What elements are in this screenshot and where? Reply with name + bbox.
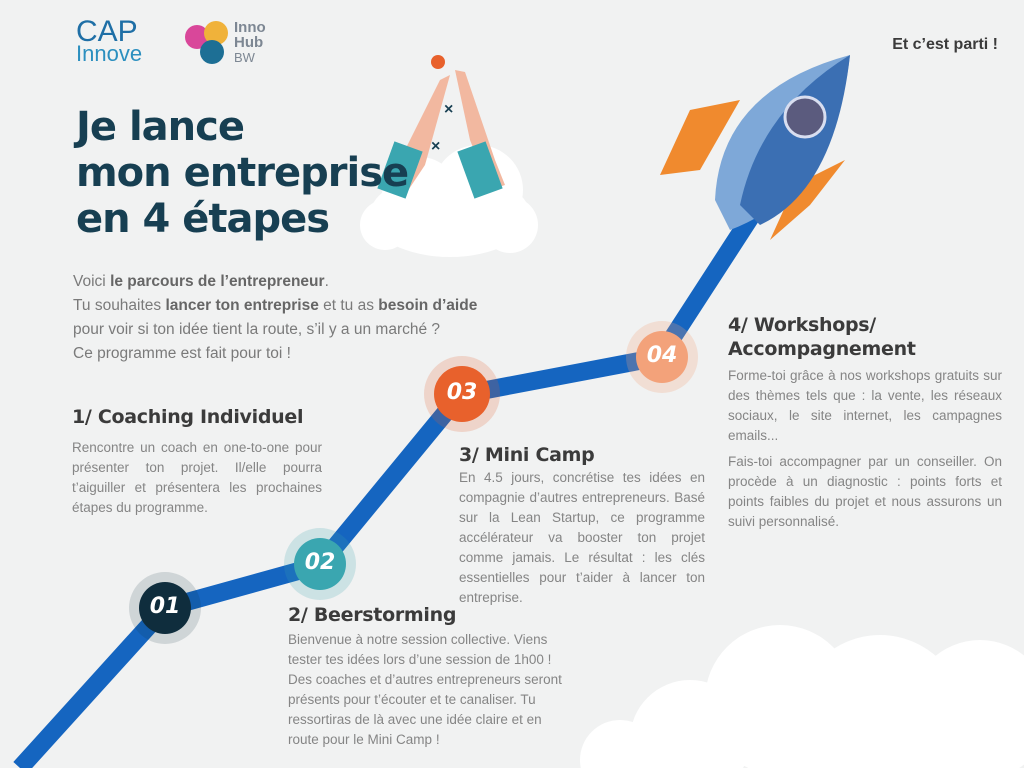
step-1-number: 01 (149, 594, 181, 619)
title-line-2: mon entreprise (76, 150, 409, 196)
intro-text: Voici le parcours de l’entrepreneur. Tu … (73, 270, 513, 366)
step-4-marker (636, 331, 688, 383)
inno-hub-logo: Inno Hub BW (234, 20, 266, 65)
step-2-block: 2/ Beerstorming Bienvenue à notre sessio… (288, 604, 570, 750)
step-2-text: Bienvenue à notre session collective. Vi… (288, 632, 562, 747)
page-title: Je lance mon entreprise en 4 étapes (76, 104, 409, 242)
step-1-title: 1/ Coaching Individuel (72, 406, 304, 428)
logo-innove-text: Innove (76, 41, 143, 66)
step-2-marker (294, 538, 346, 590)
intro-text-part: et tu as (318, 297, 379, 314)
logo-bw-text: BW (234, 50, 255, 65)
intro-text-part: . (324, 273, 329, 290)
intro-emphasis: besoin d’aide (378, 297, 478, 314)
inno-hub-logo-mark (185, 21, 228, 64)
logo-hub-text: Hub (234, 34, 264, 51)
journey-path (13, 190, 773, 768)
tagline-top-right: Et c’est parti ! (892, 36, 998, 53)
title-line-3: en 4 étapes (76, 196, 330, 242)
step-1-text: Rencontre un coach en one-to-one pour pr… (72, 440, 322, 515)
hands-illustration: × × (377, 55, 505, 199)
cap-innove-logo: CAP Innove (76, 15, 143, 66)
step-4-text-2: Fais-toi accompagner par un conseiller. … (728, 454, 1002, 529)
step-3-block: 3/ Mini Camp En 4.5 jours, concrétise te… (459, 444, 705, 608)
step-1-marker (139, 582, 191, 634)
step-4-text-1: Forme-toi grâce à nos workshops gratuits… (728, 368, 1002, 443)
intro-emphasis: le parcours de l’entrepreneur (110, 273, 325, 290)
step-3-number: 03 (446, 380, 478, 405)
cloud-bottom-right (580, 625, 1024, 768)
step-circles (129, 321, 698, 644)
step-2-number: 02 (304, 550, 336, 575)
step-4-title-line-2: Accompagnement (728, 338, 916, 360)
step-1-block: 1/ Coaching Individuel Rencontre un coac… (72, 406, 322, 518)
step-3-title: 3/ Mini Camp (459, 444, 595, 466)
intro-emphasis: lancer ton entreprise (165, 297, 319, 314)
step-4-number: 04 (646, 343, 678, 368)
logo-inno-text: Inno (234, 19, 266, 36)
title-line-1: Je lance (76, 104, 245, 150)
logo-cap-text: CAP (76, 15, 138, 48)
step-4-title-line-1: 4/ Workshops/ (728, 314, 876, 336)
rocket-illustration (660, 55, 850, 240)
intro-text-part: Voici (73, 273, 111, 290)
step-3-text: En 4.5 jours, concrétise tes idées en co… (459, 470, 705, 605)
svg-text:×: × (444, 101, 453, 118)
step-3-marker (434, 366, 490, 422)
svg-text:×: × (431, 138, 440, 155)
step-2-title: 2/ Beerstorming (288, 604, 457, 626)
intro-line-3: pour voir si ton idée tient la route, s’… (73, 321, 441, 338)
intro-text-part: Tu souhaites (73, 297, 166, 314)
intro-line-4: Ce programme est fait pour toi ! (73, 345, 291, 362)
step-4-block: 4/ Workshops/ Accompagnement Forme-toi g… (728, 314, 1002, 532)
